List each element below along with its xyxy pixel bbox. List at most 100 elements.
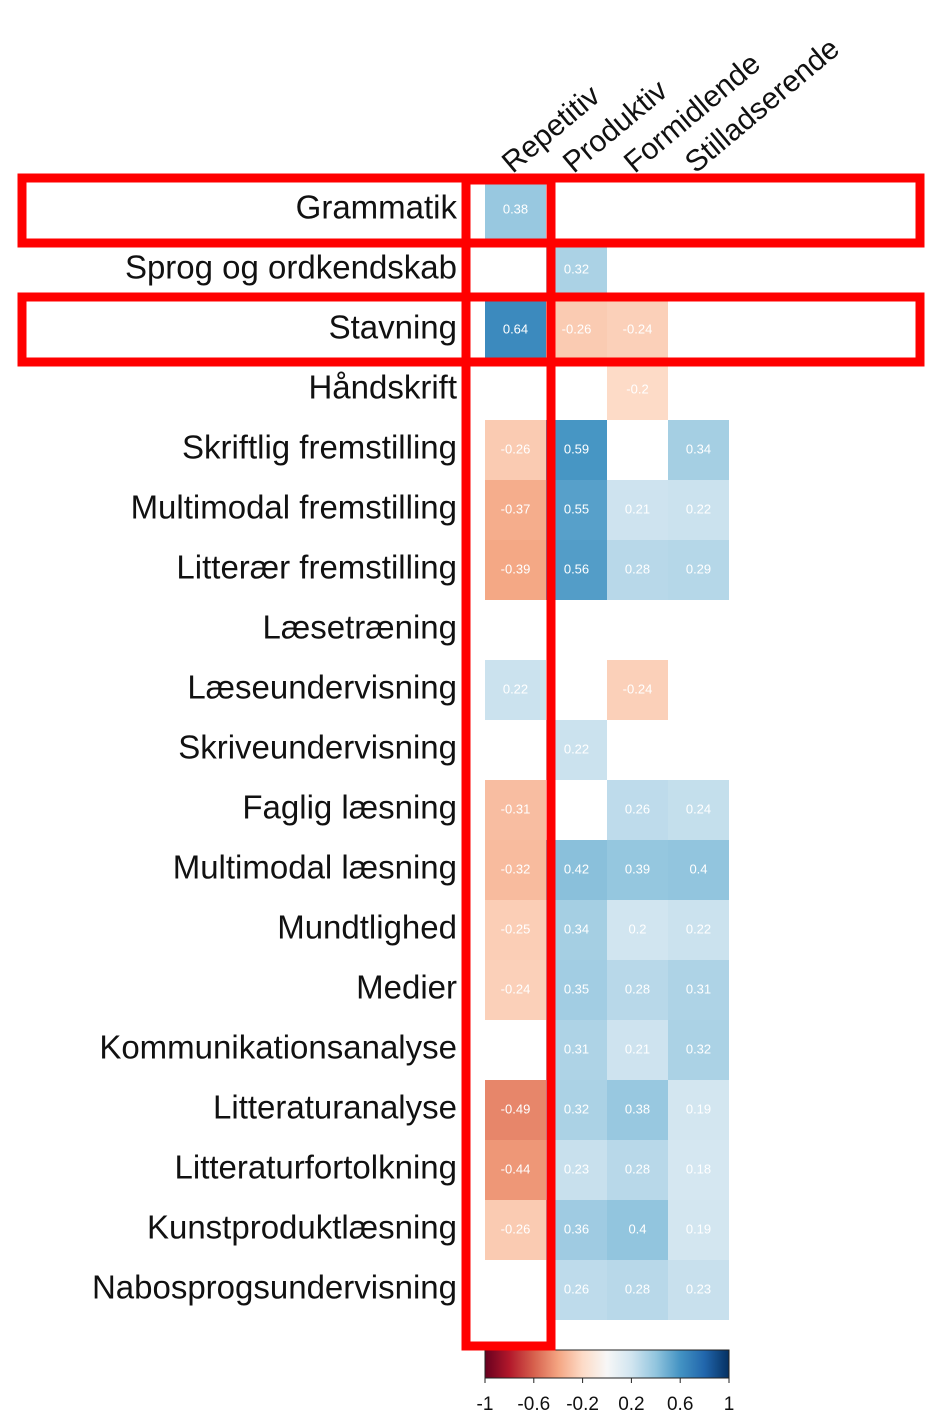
cell-label: 0.23 bbox=[686, 1281, 711, 1296]
row-label: Stavning bbox=[329, 309, 457, 346]
cell-label: 0.19 bbox=[686, 1221, 711, 1236]
cell bbox=[668, 1260, 729, 1320]
cell bbox=[668, 900, 729, 960]
cell-label: 0.64 bbox=[503, 321, 528, 336]
cell bbox=[668, 1140, 729, 1200]
cell bbox=[607, 300, 668, 360]
cell bbox=[607, 1020, 668, 1080]
cell bbox=[485, 780, 546, 840]
row-label: Kommunikationsanalyse bbox=[99, 1029, 457, 1066]
cell-label: 0.31 bbox=[686, 981, 711, 996]
cell-label: 0.35 bbox=[564, 981, 589, 996]
cell bbox=[546, 900, 607, 960]
cell-label: 0.22 bbox=[564, 741, 589, 756]
cell-label: 0.22 bbox=[686, 501, 711, 516]
cell-label: 0.22 bbox=[503, 681, 528, 696]
highlight-box bbox=[17, 292, 925, 367]
cell-label: 0.22 bbox=[686, 921, 711, 936]
row-label: Litteraturfortolkning bbox=[175, 1149, 457, 1186]
row-label: Kunstproduktlæsning bbox=[147, 1209, 457, 1246]
cell bbox=[546, 420, 607, 480]
cell bbox=[668, 420, 729, 480]
cell bbox=[607, 1080, 668, 1140]
colorbar-tick-label: -0.6 bbox=[517, 1394, 550, 1415]
colorbar-tick-label: 1 bbox=[724, 1394, 735, 1415]
cell bbox=[668, 540, 729, 600]
highlight-box bbox=[461, 175, 556, 1351]
cell bbox=[546, 1020, 607, 1080]
cell-label: 0.28 bbox=[625, 981, 650, 996]
row-label: Skriveundervisning bbox=[178, 729, 457, 766]
cell-label: 0.19 bbox=[686, 1101, 711, 1116]
cell-label: 0.32 bbox=[564, 1101, 589, 1116]
cell bbox=[485, 300, 546, 360]
cell bbox=[546, 840, 607, 900]
cell-label: 0.38 bbox=[503, 201, 528, 216]
cell-label: 0.34 bbox=[564, 921, 589, 936]
cell bbox=[485, 1080, 546, 1140]
cell-label: -0.37 bbox=[501, 501, 531, 516]
cell-label: -0.32 bbox=[501, 861, 531, 876]
cell bbox=[546, 720, 607, 780]
cell bbox=[607, 840, 668, 900]
cell-label: -0.2 bbox=[626, 381, 648, 396]
row-label: Læsetræning bbox=[263, 609, 457, 646]
row-label: Medier bbox=[356, 969, 457, 1006]
cell bbox=[546, 480, 607, 540]
cell bbox=[607, 960, 668, 1020]
cell-label: 0.29 bbox=[686, 561, 711, 576]
cell-label: 0.23 bbox=[564, 1161, 589, 1176]
cell-label: 0.2 bbox=[628, 921, 646, 936]
cell bbox=[546, 1080, 607, 1140]
cell-label: 0.38 bbox=[625, 1101, 650, 1116]
cell bbox=[668, 780, 729, 840]
row-label: Nabosprogsundervisning bbox=[92, 1269, 457, 1306]
cell bbox=[668, 1080, 729, 1140]
row-label: Læseundervisning bbox=[187, 669, 457, 706]
cell-label: 0.34 bbox=[686, 441, 711, 456]
cell bbox=[546, 1260, 607, 1320]
cell-label: -0.31 bbox=[501, 801, 531, 816]
cell bbox=[607, 900, 668, 960]
cell-label: 0.31 bbox=[564, 1041, 589, 1056]
cell bbox=[607, 660, 668, 720]
cell bbox=[546, 1140, 607, 1200]
cell-label: 0.55 bbox=[564, 501, 589, 516]
cell bbox=[485, 180, 546, 240]
row-label: Håndskrift bbox=[308, 369, 457, 406]
cell-label: 0.42 bbox=[564, 861, 589, 876]
cell bbox=[607, 1140, 668, 1200]
cell-label: 0.4 bbox=[628, 1221, 646, 1236]
cell-label: 0.21 bbox=[625, 501, 650, 516]
cell-label: 0.28 bbox=[625, 1281, 650, 1296]
cell-label: 0.36 bbox=[564, 1221, 589, 1236]
row-label: Skriftlig fremstilling bbox=[182, 429, 457, 466]
cell-label: 0.32 bbox=[686, 1041, 711, 1056]
row-label: Multimodal læsning bbox=[173, 849, 457, 886]
colorbar bbox=[484, 1349, 730, 1379]
cell-label: 0.18 bbox=[686, 1161, 711, 1176]
row-label: Grammatik bbox=[296, 189, 458, 226]
cell bbox=[546, 1200, 607, 1260]
cell-label: 0.59 bbox=[564, 441, 589, 456]
cell bbox=[546, 540, 607, 600]
colorbar-tick-label: 0.2 bbox=[618, 1394, 644, 1415]
cell-label: 0.28 bbox=[625, 561, 650, 576]
cell-label: 0.26 bbox=[564, 1281, 589, 1296]
cell-label: -0.26 bbox=[501, 1221, 531, 1236]
cell bbox=[485, 540, 546, 600]
cell bbox=[668, 840, 729, 900]
cell bbox=[546, 240, 607, 300]
cell bbox=[607, 540, 668, 600]
row-label: Litteraturanalyse bbox=[213, 1089, 457, 1126]
colorbar-tick-label: 0.6 bbox=[667, 1394, 693, 1415]
cell-label: -0.24 bbox=[501, 981, 531, 996]
cell-label: -0.39 bbox=[501, 561, 531, 576]
cell bbox=[607, 360, 668, 420]
cell bbox=[607, 1200, 668, 1260]
cell-label: 0.21 bbox=[625, 1041, 650, 1056]
cell-label: -0.24 bbox=[623, 681, 653, 696]
cell bbox=[485, 960, 546, 1020]
cell-label: 0.56 bbox=[564, 561, 589, 576]
